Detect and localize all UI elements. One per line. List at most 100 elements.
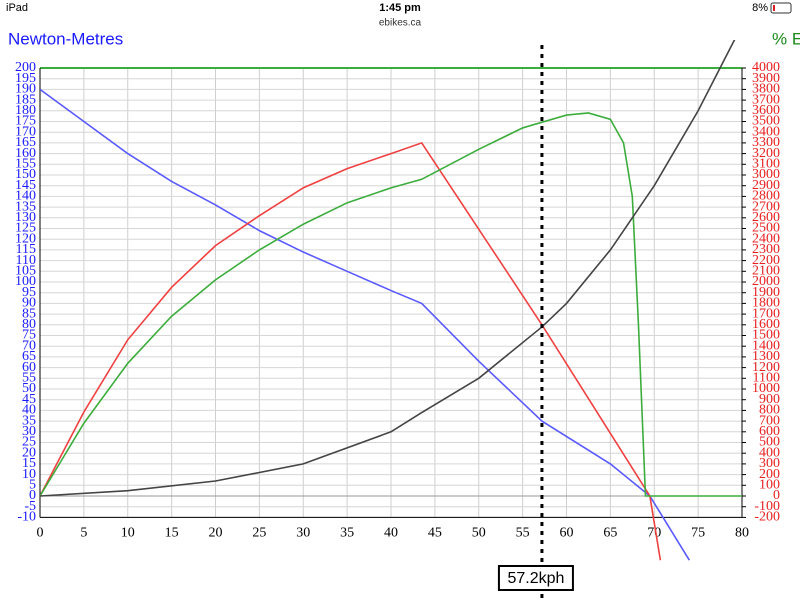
y2-tick-label: 2800: [752, 189, 780, 204]
y2-tick-label: 800: [759, 403, 780, 418]
y2-tick-label: 1900: [752, 285, 780, 300]
x-tick-label: 50: [472, 526, 486, 541]
x-tick-label: 5: [80, 526, 87, 541]
y2-tick-label: 4000: [752, 60, 780, 75]
y2-tick-label: 900: [759, 392, 780, 407]
y2-tick-label: 1500: [752, 328, 780, 343]
x-tick-label: 65: [603, 526, 617, 541]
x-tick-label: 25: [252, 526, 266, 541]
y2-axis-title: % E: [772, 29, 800, 48]
y2-tick-label: -100: [754, 499, 780, 514]
x-tick-label: 35: [340, 526, 354, 541]
y-tick-label: 70: [22, 338, 36, 353]
y-tick-label: 80: [22, 317, 36, 332]
device-name: iPad: [6, 2, 28, 14]
y-tick-label: 100: [15, 274, 36, 289]
x-tick-label: 70: [647, 526, 661, 541]
x-tick-label: 80: [735, 526, 749, 541]
battery-icon: [770, 2, 792, 14]
y-tick-label: 40: [22, 403, 36, 418]
y2-tick-label: 3700: [752, 92, 780, 107]
y2-tick-label: 1400: [752, 338, 780, 353]
y2-tick-label: 2600: [752, 210, 780, 225]
y2-tick-label: 2500: [752, 221, 780, 236]
y2-tick-label: 1200: [752, 360, 780, 375]
y2-tick-label: 1700: [752, 306, 780, 321]
y2-tick-label: 3200: [752, 146, 780, 161]
y-tick-label: 125: [15, 221, 36, 236]
y2-tick-label: 500: [759, 435, 780, 450]
y2-tick-label: 3600: [752, 103, 780, 118]
series-line: [40, 112, 742, 497]
y-tick-label: 30: [22, 424, 36, 439]
y-tick-label: 10: [22, 467, 36, 482]
y-tick-label: 50: [22, 381, 36, 396]
y-tick-label: 135: [15, 199, 36, 214]
y2-tick-label: 2100: [752, 264, 780, 279]
y2-tick-label: 3000: [752, 167, 780, 182]
y-tick-label: 195: [15, 71, 36, 86]
y2-tick-label: 2700: [752, 199, 780, 214]
y-tick-label: 190: [15, 82, 36, 97]
battery-fill: [773, 5, 775, 11]
y2-tick-label: 2900: [752, 178, 780, 193]
y-tick-label: 20: [22, 445, 36, 460]
y2-tick-label: -200: [754, 510, 780, 525]
y2-tick-label: 700: [759, 413, 780, 428]
y-tick-label: 85: [22, 306, 36, 321]
marker-label: 57.2kph: [507, 570, 564, 587]
y2-tick-label: 2400: [752, 231, 780, 246]
y-tick-label: 175: [15, 114, 36, 129]
y-tick-label: 65: [22, 349, 36, 364]
y-tick-label: 110: [16, 253, 36, 268]
y-tick-label: 15: [22, 456, 36, 471]
y2-tick-label: 100: [759, 478, 780, 493]
x-tick-label: 45: [428, 526, 442, 541]
y2-tick-label: 2200: [752, 253, 780, 268]
y2-tick-label: 1000: [752, 381, 780, 396]
y-tick-label: 130: [15, 210, 36, 225]
x-tick-label: 40: [384, 526, 398, 541]
marker-label-box: [497, 565, 574, 591]
y-tick-label: -10: [17, 510, 36, 525]
y-tick-label: 105: [15, 264, 36, 279]
y-axis-title: Newton-Metres: [8, 29, 123, 48]
y-tick-label: 170: [15, 124, 36, 139]
x-tick-label: 75: [691, 526, 705, 541]
y-tick-label: 90: [22, 296, 36, 311]
y-tick-label: 115: [16, 242, 36, 257]
y2-tick-label: 0: [773, 488, 780, 503]
y-tick-label: 155: [15, 157, 36, 172]
y2-tick-label: 3400: [752, 124, 780, 139]
y2-tick-label: 1300: [752, 349, 780, 364]
y-tick-label: 185: [15, 92, 36, 107]
x-tick-label: 55: [516, 526, 530, 541]
y2-tick-label: 1100: [753, 371, 780, 386]
series-line: [40, 141, 662, 561]
y-tick-label: -5: [24, 499, 36, 514]
x-tick-label: 10: [121, 526, 135, 541]
y2-tick-label: 3500: [752, 114, 780, 129]
y2-tick-label: 3100: [752, 157, 780, 172]
y2-tick-label: 3900: [752, 71, 780, 86]
y-tick-label: 160: [15, 146, 36, 161]
y-tick-label: 0: [29, 488, 36, 503]
battery-level: 8%: [752, 2, 768, 14]
y-tick-label: 60: [22, 360, 36, 375]
x-tick-label: 0: [37, 526, 44, 541]
y-tick-label: 165: [15, 135, 36, 150]
y-tick-label: 75: [22, 328, 36, 343]
y-tick-label: 120: [15, 231, 36, 246]
y-tick-label: 55: [22, 371, 36, 386]
y2-tick-label: 2000: [752, 274, 780, 289]
series-line: [40, 88, 691, 561]
y-tick-label: 180: [15, 103, 36, 118]
y2-tick-label: 1800: [752, 296, 780, 311]
url: ebikes.ca: [379, 18, 422, 29]
y2-tick-label: 300: [759, 456, 780, 471]
y-tick-label: 150: [15, 167, 36, 182]
x-tick-label: 20: [209, 526, 223, 541]
y2-tick-label: 3300: [752, 135, 780, 150]
